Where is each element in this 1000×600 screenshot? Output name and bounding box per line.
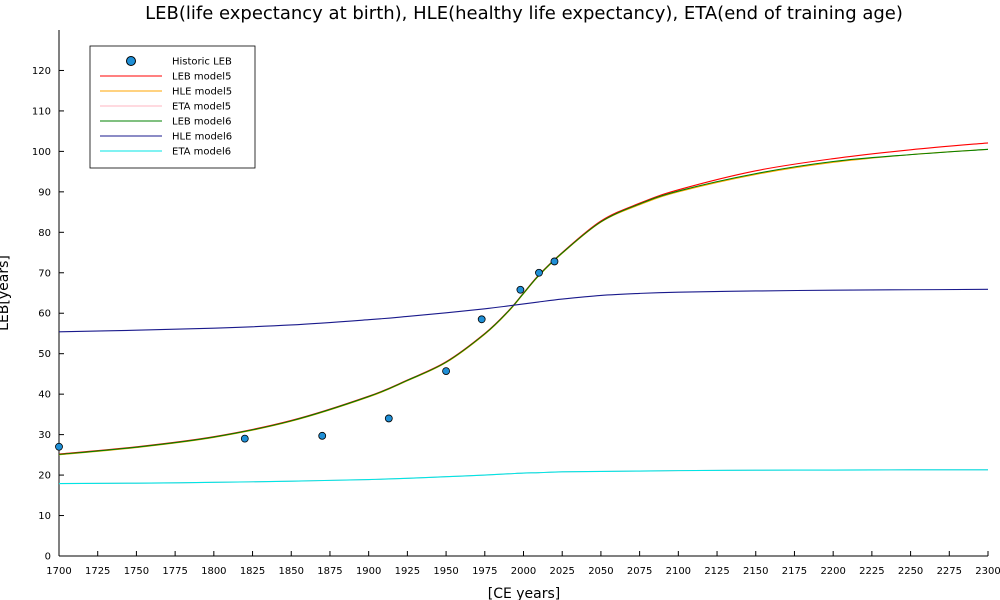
- legend-label-eta-model5: ETA model5: [172, 102, 231, 113]
- data-point-historic-leb: [318, 431, 327, 440]
- x-tick-label: 1825: [240, 566, 265, 577]
- legend-label-leb-model5: LEB model5: [172, 72, 231, 83]
- y-tick-label: 30: [38, 430, 51, 441]
- chart-title: LEB(life expectancy at birth), HLE(healt…: [145, 3, 903, 24]
- y-tick-label: 50: [38, 349, 51, 360]
- data-point-historic-leb: [535, 268, 543, 277]
- x-tick-label: 2200: [820, 566, 845, 577]
- legend: Historic LEB LEB model5 HLE model5 ETA mode…: [89, 45, 256, 169]
- x-tick-label: 2250: [898, 566, 923, 577]
- plot-lines: [58, 142, 989, 485]
- y-tick-label: 120: [32, 66, 51, 77]
- x-tick-label: 1725: [85, 566, 110, 577]
- x-tick-label: 2100: [666, 566, 691, 577]
- legend-box: [89, 45, 256, 169]
- data-point-historic-leb: [384, 414, 393, 423]
- x-tick-label: 2300: [975, 566, 1000, 577]
- x-tick-label: 2225: [859, 566, 884, 577]
- x-tick-label: 1850: [279, 566, 304, 577]
- x-tick-label: 1900: [356, 566, 381, 577]
- series-line-leb-model6: [58, 148, 989, 455]
- x-tick-label: 2050: [588, 566, 613, 577]
- x-tick-label: 2275: [937, 566, 962, 577]
- series-line-leb-model5: [58, 142, 989, 455]
- y-tick-label: 70: [38, 268, 51, 279]
- legend-label-hle-model5: HLE model5: [172, 87, 232, 98]
- legend-label-hle-model6: HLE model6: [172, 132, 232, 143]
- y-tick-label: 80: [38, 228, 51, 239]
- data-point-historic-leb: [550, 257, 559, 266]
- x-tick-label: 1875: [317, 566, 342, 577]
- x-tick-label: 2075: [627, 566, 652, 577]
- series-line-hle-model6: [58, 288, 989, 333]
- legend-label-eta-model6: ETA model6: [172, 147, 231, 158]
- y-axis-title: LEB[years]: [0, 255, 12, 331]
- series-line-eta-model5: [58, 469, 989, 485]
- x-tick-label: 1950: [433, 566, 458, 577]
- x-tick-label: 2175: [782, 566, 807, 577]
- x-tick-label: 1700: [46, 566, 71, 577]
- legend-marker-historic-leb: [126, 56, 136, 66]
- data-point-historic-leb: [55, 442, 63, 451]
- axes: 0 10 20 30 40 50 60 70 80 90 100 110 120 1700 1725 1750…: [32, 30, 1000, 577]
- x-tick-label: 1925: [395, 566, 420, 577]
- legend-label-leb-model6: LEB model6: [172, 117, 231, 128]
- y-tick-label: 110: [32, 106, 51, 117]
- x-tick-label: 2025: [549, 566, 574, 577]
- data-point-historic-leb: [477, 315, 486, 324]
- x-tick-label: 1975: [472, 566, 497, 577]
- y-tick-label: 10: [38, 511, 51, 522]
- legend-label-historic-leb: Historic LEB: [172, 57, 232, 68]
- series-line-eta-model6: [58, 469, 989, 485]
- plot-points: [55, 257, 559, 451]
- y-tick-label: 60: [38, 309, 51, 320]
- x-tick-label: 2150: [743, 566, 768, 577]
- x-tick-label: 1775: [162, 566, 187, 577]
- y-tick-label: 100: [32, 147, 51, 158]
- y-tick-label: 40: [38, 390, 51, 401]
- x-tick-label: 1750: [124, 566, 149, 577]
- x-tick-label: 2000: [511, 566, 536, 577]
- data-point-historic-leb: [516, 285, 525, 294]
- x-axis-title: [CE years]: [488, 586, 561, 600]
- data-point-historic-leb: [442, 367, 450, 375]
- y-tick-label: 20: [38, 471, 51, 482]
- y-tick-label: 0: [45, 552, 51, 563]
- data-point-historic-leb: [240, 434, 249, 443]
- y-tick-label: 90: [38, 187, 51, 198]
- series-line-hle-model5: [58, 148, 989, 456]
- x-tick-label: 1800: [201, 566, 226, 577]
- x-tick-label: 2125: [704, 566, 729, 577]
